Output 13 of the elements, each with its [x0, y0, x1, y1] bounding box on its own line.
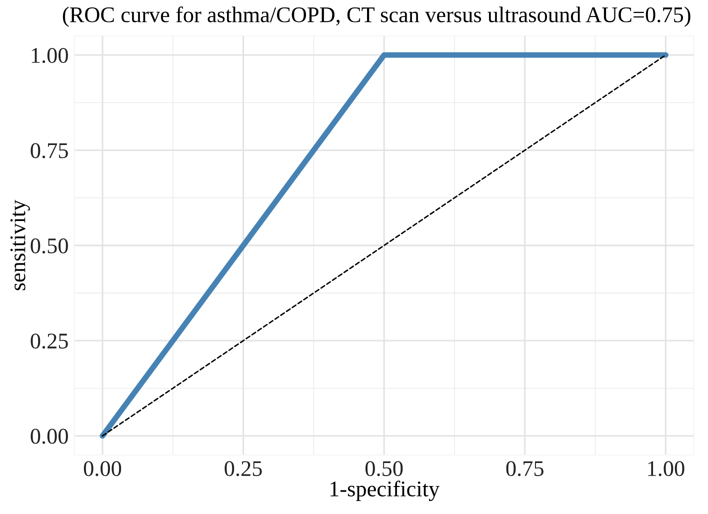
- y-tick-label: 0.50: [30, 238, 68, 254]
- y-tick-label: 1.00: [32, 48, 68, 64]
- x-tick-label: 0.50: [365, 461, 403, 476]
- x-tick-label: 1.00: [648, 461, 684, 476]
- x-tick-label: 0.00: [84, 461, 122, 476]
- chart-title: (ROC curve for asthma/COPD, CT scan versus ultrasound AUC=0.75): [62, 6, 690, 27]
- x-axis-title: 1-specificity: [330, 480, 440, 502]
- x-tick-label: 0.75: [506, 461, 544, 476]
- x-tick-label: 0.25: [224, 461, 262, 476]
- y-axis-title: sensitivity: [10, 200, 30, 290]
- y-tick-label: 0.00: [30, 428, 68, 444]
- y-tick-label: 0.25: [30, 334, 68, 349]
- y-tick-label: 0.75: [30, 143, 68, 158]
